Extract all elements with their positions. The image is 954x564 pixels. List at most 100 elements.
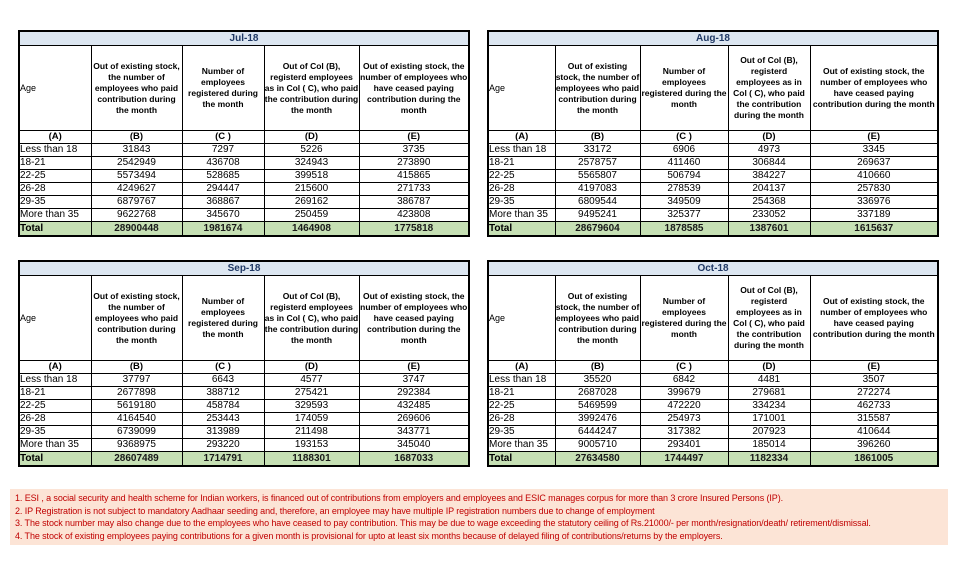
value-cell: 334234 bbox=[727, 399, 811, 413]
total-row: Total 28679604 1878585 1387601 1615637 bbox=[487, 221, 939, 237]
age-group-label: 18-21 bbox=[18, 386, 92, 400]
age-group-label: 22-25 bbox=[18, 399, 92, 413]
value-cell: 5573494 bbox=[90, 169, 183, 183]
table-month-title: Aug-18 bbox=[487, 30, 939, 46]
column-letter: (A) bbox=[487, 130, 556, 144]
column-header-e: Out of existing stock, the number of emp… bbox=[809, 275, 939, 361]
month-table-jul-18: Jul-18 Age Out of existing stock, the numb… bbox=[18, 30, 470, 237]
value-cell: 410660 bbox=[809, 169, 939, 183]
value-cell: 279681 bbox=[727, 386, 811, 400]
column-letter: (A) bbox=[18, 130, 92, 144]
value-cell: 257830 bbox=[809, 182, 939, 196]
total-row: Total 28900448 1981674 1464908 1775818 bbox=[18, 221, 470, 237]
value-cell: 528685 bbox=[181, 169, 265, 183]
footnote-1: 1. ESI , a social security and health sc… bbox=[15, 493, 783, 503]
column-header-d: Out of Col (B), registerd employees as i… bbox=[263, 275, 360, 361]
value-cell: 2687028 bbox=[554, 386, 641, 400]
column-letter: (C ) bbox=[181, 360, 265, 374]
value-cell: 272274 bbox=[809, 386, 939, 400]
total-label: Total bbox=[487, 221, 556, 237]
value-cell: 9368975 bbox=[90, 438, 183, 452]
value-cell: 343771 bbox=[358, 425, 470, 439]
column-header-e: Out of existing stock, the number of emp… bbox=[358, 275, 470, 361]
value-cell: 432485 bbox=[358, 399, 470, 413]
table-row: 18-21 2542949 436708 324943 273890 bbox=[18, 156, 470, 170]
value-cell: 349509 bbox=[639, 195, 729, 209]
footnote-4: 4. The stock of existing employees payin… bbox=[15, 530, 723, 541]
value-cell: 423808 bbox=[358, 208, 470, 222]
total-value-cell: 1464908 bbox=[263, 221, 360, 237]
value-cell: 9622768 bbox=[90, 208, 183, 222]
column-header-age: Age bbox=[18, 45, 92, 131]
column-letter: (D) bbox=[727, 360, 811, 374]
value-cell: 337189 bbox=[809, 208, 939, 222]
value-cell: 329593 bbox=[263, 399, 360, 413]
value-cell: 345040 bbox=[358, 438, 470, 452]
table-month-title: Jul-18 bbox=[18, 30, 470, 46]
value-cell: 336976 bbox=[809, 195, 939, 209]
value-cell: 506794 bbox=[639, 169, 729, 183]
value-cell: 5226 bbox=[263, 143, 360, 157]
value-cell: 4197083 bbox=[554, 182, 641, 196]
age-group-label: 29-35 bbox=[487, 425, 556, 439]
value-cell: 411460 bbox=[639, 156, 729, 170]
value-cell: 6906 bbox=[639, 143, 729, 157]
table-row: 26-28 4249627 294447 215600 271733 bbox=[18, 182, 470, 196]
table-slot-jul-18: Jul-18 Age Out of existing stock, the numb… bbox=[18, 30, 470, 237]
table-row: More than 35 9495241 325377 233052 337189 bbox=[487, 208, 939, 222]
value-cell: 317382 bbox=[639, 425, 729, 439]
value-cell: 254973 bbox=[639, 412, 729, 426]
value-cell: 269162 bbox=[263, 195, 360, 209]
table-row: 29-35 6739099 313989 211498 343771 bbox=[18, 425, 470, 439]
value-cell: 292384 bbox=[358, 386, 470, 400]
value-cell: 253443 bbox=[181, 412, 265, 426]
age-group-label: 22-25 bbox=[487, 399, 556, 413]
table-row: 18-21 2578757 411460 306844 269637 bbox=[487, 156, 939, 170]
table-month-title: Sep-18 bbox=[18, 260, 470, 276]
value-cell: 3992476 bbox=[554, 412, 641, 426]
value-cell: 5469599 bbox=[554, 399, 641, 413]
column-header-d: Out of Col (B), registerd employees as i… bbox=[263, 45, 360, 131]
total-value-cell: 28607489 bbox=[90, 451, 183, 467]
value-cell: 3735 bbox=[358, 143, 470, 157]
value-cell: 3507 bbox=[809, 373, 939, 387]
value-cell: 2542949 bbox=[90, 156, 183, 170]
column-letter: (A) bbox=[18, 360, 92, 374]
column-header-c: Number of employees registered during th… bbox=[181, 275, 265, 361]
value-cell: 250459 bbox=[263, 208, 360, 222]
value-cell: 171001 bbox=[727, 412, 811, 426]
column-letter: (D) bbox=[263, 130, 360, 144]
column-letter: (C ) bbox=[639, 130, 729, 144]
column-header-e: Out of existing stock, the number of emp… bbox=[358, 45, 470, 131]
table-row: 26-28 4197083 278539 204137 257830 bbox=[487, 182, 939, 196]
value-cell: 436708 bbox=[181, 156, 265, 170]
value-cell: 458784 bbox=[181, 399, 265, 413]
value-cell: 9495241 bbox=[554, 208, 641, 222]
value-cell: 306844 bbox=[727, 156, 811, 170]
value-cell: 399518 bbox=[263, 169, 360, 183]
table-row: More than 35 9005710 293401 185014 396260 bbox=[487, 438, 939, 452]
total-value-cell: 1744497 bbox=[639, 451, 729, 467]
table-row: 29-35 6879767 368867 269162 386787 bbox=[18, 195, 470, 209]
column-letter: (E) bbox=[358, 360, 470, 374]
total-value-cell: 1861005 bbox=[809, 451, 939, 467]
value-cell: 174059 bbox=[263, 412, 360, 426]
value-cell: 6643 bbox=[181, 373, 265, 387]
value-cell: 2578757 bbox=[554, 156, 641, 170]
column-letter: (C ) bbox=[639, 360, 729, 374]
value-cell: 275421 bbox=[263, 386, 360, 400]
value-cell: 345670 bbox=[181, 208, 265, 222]
total-row: Total 28607489 1714791 1188301 1687033 bbox=[18, 451, 470, 467]
table-row: 29-35 6444247 317382 207923 410644 bbox=[487, 425, 939, 439]
column-header-d: Out of Col (B), registerd employees as i… bbox=[727, 45, 811, 131]
table-row: More than 35 9368975 293220 193153 345040 bbox=[18, 438, 470, 452]
value-cell: 386787 bbox=[358, 195, 470, 209]
value-cell: 368867 bbox=[181, 195, 265, 209]
value-cell: 37797 bbox=[90, 373, 183, 387]
value-cell: 472220 bbox=[639, 399, 729, 413]
table-month-title: Oct-18 bbox=[487, 260, 939, 276]
month-table-sep-18: Sep-18 Age Out of existing stock, the numb… bbox=[18, 260, 470, 467]
value-cell: 410644 bbox=[809, 425, 939, 439]
table-row: 22-25 5573494 528685 399518 415865 bbox=[18, 169, 470, 183]
